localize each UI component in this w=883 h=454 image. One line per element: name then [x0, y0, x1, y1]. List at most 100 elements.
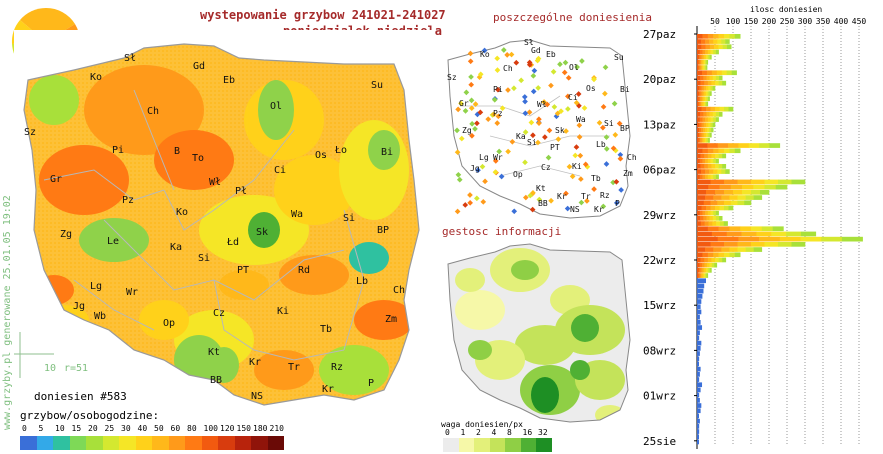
chart-bar-segment	[707, 132, 710, 138]
chart-bar-segment	[710, 205, 716, 211]
chart-bar-segment	[717, 169, 722, 174]
scale-radius: r=51	[64, 363, 89, 374]
report-marker	[610, 145, 617, 152]
density-legend-value: 1	[460, 428, 466, 437]
minimap-city-label: Ka	[516, 132, 526, 141]
chart-bar-segment	[702, 132, 705, 138]
city-label: Rz	[331, 362, 344, 373]
chart-bar-segment	[751, 226, 763, 232]
chart-bar-segment	[724, 200, 732, 206]
chart-bar-segment	[751, 242, 765, 247]
chart-bar-segment	[718, 257, 723, 263]
chart-bar-segment	[779, 236, 801, 242]
chart-date-label: 29wrz	[643, 209, 676, 222]
chart-bar-segment	[702, 34, 709, 39]
chart-bar-segment	[707, 127, 710, 133]
chart-bar-segment	[705, 174, 709, 180]
chart-bar-segment	[706, 122, 709, 128]
city-label: Si	[343, 213, 356, 224]
chart-bar-segment	[700, 112, 704, 117]
chart-bar-segment	[719, 106, 725, 112]
chart-bar-segment	[705, 127, 708, 133]
chart-tick-label: 150	[744, 17, 759, 26]
chart-bar-segment	[705, 117, 709, 122]
minimap-city-label: Wa	[576, 115, 586, 124]
chart-bar-segment	[705, 44, 711, 50]
chart-bar-segment	[707, 268, 710, 273]
minimap-city-label: Kr	[557, 192, 567, 201]
report-marker	[563, 128, 569, 134]
city-label: Rd	[298, 265, 311, 276]
chart-bar-segment	[704, 268, 707, 273]
chart-bar	[697, 294, 703, 299]
chart-bar-segment	[719, 184, 732, 190]
chart-tick-label: 300	[798, 17, 813, 26]
chart-bar-segment	[697, 86, 700, 91]
chart-bar-segment	[721, 39, 726, 44]
chart-bar-segment	[715, 164, 719, 169]
chart-bar	[697, 398, 700, 403]
chart-bar-segment	[737, 195, 746, 200]
chart-bar-segment	[753, 195, 763, 200]
chart-bar-segment	[724, 205, 729, 211]
chart-bar-segment	[701, 44, 706, 50]
chart-bar-segment	[719, 112, 723, 117]
chart-bar-segment	[707, 148, 714, 154]
chart-bar-segment	[705, 101, 707, 107]
chart-bar-segment	[728, 143, 739, 148]
chart-bar-segment	[775, 184, 788, 190]
chart-bar-segment	[706, 54, 709, 60]
chart-bar-segment	[710, 242, 725, 247]
chart-bar-segment	[697, 216, 701, 221]
city-label: Wr	[126, 287, 139, 298]
color-legend: 0 5 10 15 20 25 30 40 50 60 80 100 120 150 180 210	[20, 424, 285, 454]
chart-bar-segment	[728, 205, 734, 211]
chart-bar-segment	[714, 262, 718, 268]
minimap-city-label: Ol	[569, 63, 579, 72]
minimap-city-label: PT	[550, 143, 560, 152]
report-marker	[617, 155, 624, 162]
chart-date-label: 20paz	[643, 73, 676, 86]
chart-bar-segment	[745, 195, 754, 200]
chart-bar-segment	[715, 158, 719, 164]
legend-swatch	[102, 436, 119, 450]
chart-bar-segment	[704, 91, 707, 96]
report-marker	[574, 64, 580, 70]
chart-bar-segment	[708, 96, 710, 102]
city-label: Ch	[147, 106, 160, 117]
chart-bar-segment	[751, 190, 761, 195]
density-legend-value: 32	[538, 428, 548, 437]
chart-bar-segment	[703, 216, 707, 221]
chart-bar-segment	[705, 60, 707, 65]
chart-bar-segment	[700, 132, 703, 138]
chart-bar-segment	[711, 164, 716, 169]
report-marker	[612, 132, 619, 138]
chart-bar-segment	[708, 86, 711, 91]
city-label: Jg	[73, 301, 86, 312]
chart-bar-segment	[700, 75, 704, 81]
report-marker	[602, 64, 609, 71]
minimap-city-label: Pz	[493, 109, 503, 118]
chart-bar	[697, 288, 704, 294]
chart-bar-segment	[701, 70, 708, 76]
chart-bar-segment	[698, 268, 701, 273]
minimap-city-label: Pi	[493, 85, 503, 94]
chart-bar-segment	[706, 106, 711, 112]
chart-bar-segment	[706, 262, 710, 268]
chart-bar-segment	[704, 138, 707, 143]
legend-title: grzybow/osobogodzine:	[20, 409, 160, 422]
chart-bar-segment	[718, 44, 723, 50]
chart-bar-segment	[699, 127, 702, 133]
chart-bar-segment	[706, 273, 709, 278]
chart-bar-segment	[717, 39, 722, 44]
chart-bar-segment	[718, 252, 725, 258]
density-legend-value: 8	[507, 428, 512, 437]
city-label: Pi	[112, 145, 125, 156]
chart-bar-segment	[697, 273, 699, 278]
minimap-city-label: Jg	[470, 164, 480, 173]
chart-bar-segment	[745, 247, 754, 252]
chart-bar-segment	[706, 112, 710, 117]
chart-bar-segment	[707, 164, 712, 169]
chart-bar-segment	[744, 200, 752, 206]
report-marker	[611, 100, 618, 107]
